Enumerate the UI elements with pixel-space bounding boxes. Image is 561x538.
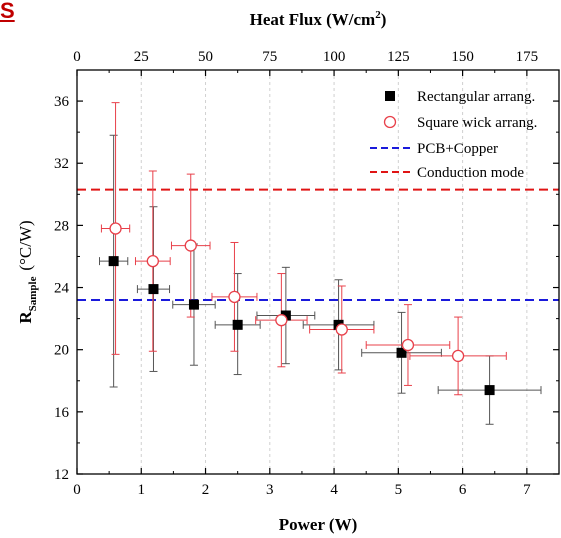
top-axis-title-sup: 2: [375, 9, 381, 21]
legend-label-square-wick: Square wick arrang.: [417, 115, 537, 131]
data-point-square-wick: [109, 222, 122, 235]
tick-label-top: 100: [323, 49, 346, 65]
error-bars: [98, 102, 542, 425]
data-point-rectangular: [108, 256, 119, 267]
legend-marker-square-wick: [383, 115, 397, 129]
cropped-heading-fragment: S: [0, 0, 15, 23]
tick-label-top: 0: [73, 49, 81, 65]
data-point-square-wick: [184, 239, 197, 252]
data-point-square-wick: [335, 323, 348, 336]
data-point-square-wick: [451, 349, 465, 363]
top-axis-title: Heat Flux (W/cm2): [250, 9, 387, 29]
legend-label-conduction: Conduction mode: [417, 165, 524, 181]
legend-label-rectangular: Rectangular arrang.: [417, 89, 535, 105]
data-point-rectangular: [188, 299, 199, 310]
y-axis-title: RSample (°C/W): [16, 220, 39, 323]
tick-label-y: 20: [54, 343, 69, 359]
y-axis-title-unit: (°C/W): [16, 220, 35, 270]
axis-ticks: [76, 70, 559, 475]
data-point-square-wick: [275, 314, 288, 327]
tick-label-y: 36: [54, 94, 70, 110]
data-point-rectangular: [280, 310, 291, 321]
y-axis-title-main: R: [16, 311, 35, 324]
tick-label-y: 16: [54, 405, 70, 421]
data-point-rectangular: [232, 319, 243, 330]
tick-label-x: 4: [330, 482, 338, 498]
tick-label-x: 7: [523, 482, 531, 498]
tick-label-y: 24: [54, 281, 70, 297]
data-point-rectangular: [484, 385, 495, 396]
data-point-square-wick: [146, 254, 159, 268]
tick-label-top: 175: [516, 49, 539, 65]
legend-marker-rectangular: [385, 91, 395, 101]
data-markers: [108, 222, 495, 396]
tick-label-y: 28: [54, 218, 69, 234]
tick-label-top: 25: [134, 49, 149, 65]
legend-label-pcb-copper: PCB+Copper: [417, 141, 498, 157]
top-axis-title-suffix: ): [381, 10, 387, 29]
x-axis-title: Power (W): [279, 515, 358, 534]
tick-labels: 0 1 2 3 4 5 6 70 25 50 75 100 125 150 1751216202428323…: [54, 49, 538, 498]
tick-label-x: 5: [395, 482, 403, 498]
reference-lines: [77, 188, 559, 301]
data-point-square-wick: [401, 338, 415, 352]
data-point-square-wick: [228, 290, 241, 304]
tick-label-x: 1: [138, 482, 146, 498]
legend: Rectangular arrang. Square wick arrang. …: [370, 89, 537, 181]
plot-frame: [76, 69, 560, 475]
tick-label-x: 0: [73, 482, 81, 498]
tick-label-top: 150: [451, 49, 474, 65]
tick-label-top: 75: [262, 49, 277, 65]
tick-label-y: 12: [54, 467, 69, 483]
tick-label-x: 3: [266, 482, 274, 498]
data-point-rectangular: [396, 347, 407, 358]
tick-label-x: 2: [202, 482, 210, 498]
data-point-rectangular: [148, 284, 159, 295]
tick-label-top: 125: [387, 49, 410, 65]
tick-label-top: 50: [198, 49, 213, 65]
tick-label-x: 6: [459, 482, 467, 498]
top-axis-title-main: Heat Flux (W/cm: [250, 10, 376, 29]
y-axis-title-sub: Sample: [27, 276, 39, 311]
gridlines: [140, 70, 528, 474]
tick-label-y: 32: [54, 156, 69, 172]
